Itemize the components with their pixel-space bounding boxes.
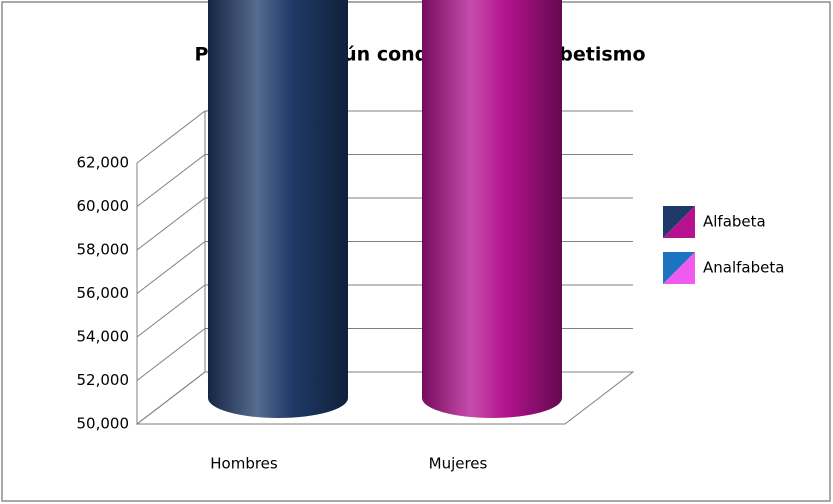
legend-label: Analfabeta [703,259,784,277]
x-tick-label: Mujeres [429,455,488,473]
y-tick-label: 60,000 [77,197,130,215]
legend-swatch [663,206,695,238]
legend-label: Alfabeta [703,213,766,231]
y-tick-label: 62,000 [77,154,130,172]
y-tick-label: 50,000 [77,415,130,433]
y-tick-label: 58,000 [77,241,130,259]
y-tick-label: 56,000 [77,284,130,302]
legend-swatch [663,252,695,284]
y-tick-label: 52,000 [77,371,130,389]
y-tick-label: 54,000 [77,328,130,346]
cylinder [422,0,562,418]
x-tick-label: Hombres [210,455,278,473]
cylinder [208,0,348,418]
